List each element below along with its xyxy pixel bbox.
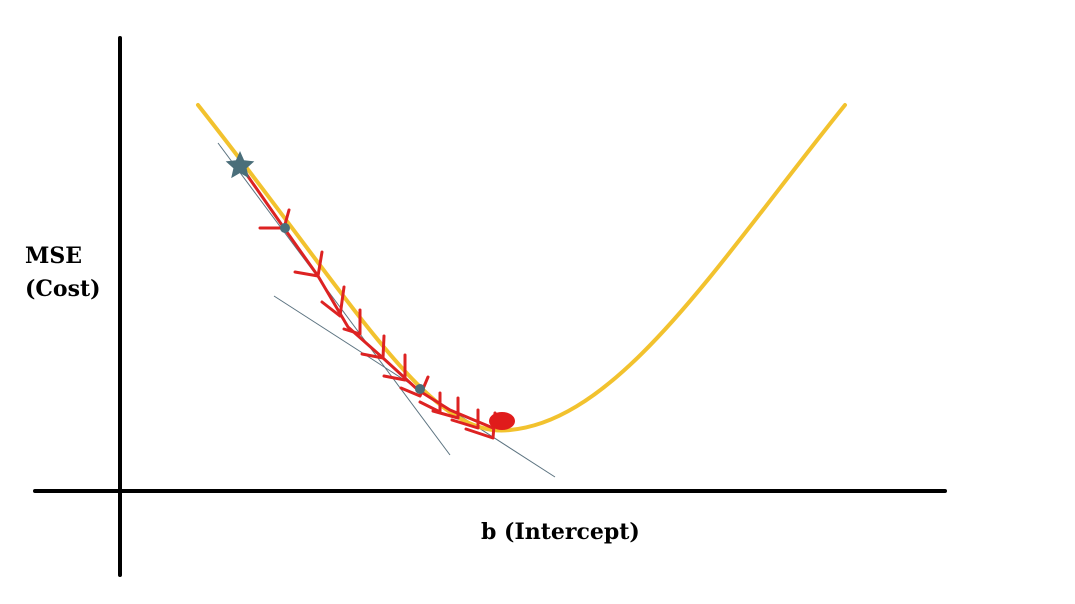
tangent-line-steep [217, 142, 451, 456]
chevron-arrow-icon [360, 334, 386, 360]
chevron-arrow-icon [431, 396, 460, 420]
descent-path [238, 163, 495, 430]
chevron-arrow-icon [450, 408, 480, 430]
chevron-arrow-icon [382, 353, 407, 382]
chevron-arrow-icon [399, 375, 430, 398]
cost-curve [196, 103, 847, 433]
chevron-arrow-icon [293, 250, 324, 278]
chevron-arrow-icon [342, 308, 362, 336]
y-axis-label-line1: MSE [25, 243, 82, 269]
start-star-icon [225, 151, 255, 179]
chevron-arrow-icon [320, 285, 346, 318]
step-marker-dot [415, 384, 425, 394]
y-axis-label-line2: (Cost) [25, 276, 101, 302]
x-axis-label: b (Intercept) [481, 519, 640, 545]
step-marker-dot [280, 223, 290, 233]
minimum-point-ellipse-icon [489, 412, 515, 430]
step-arrows [258, 208, 497, 440]
